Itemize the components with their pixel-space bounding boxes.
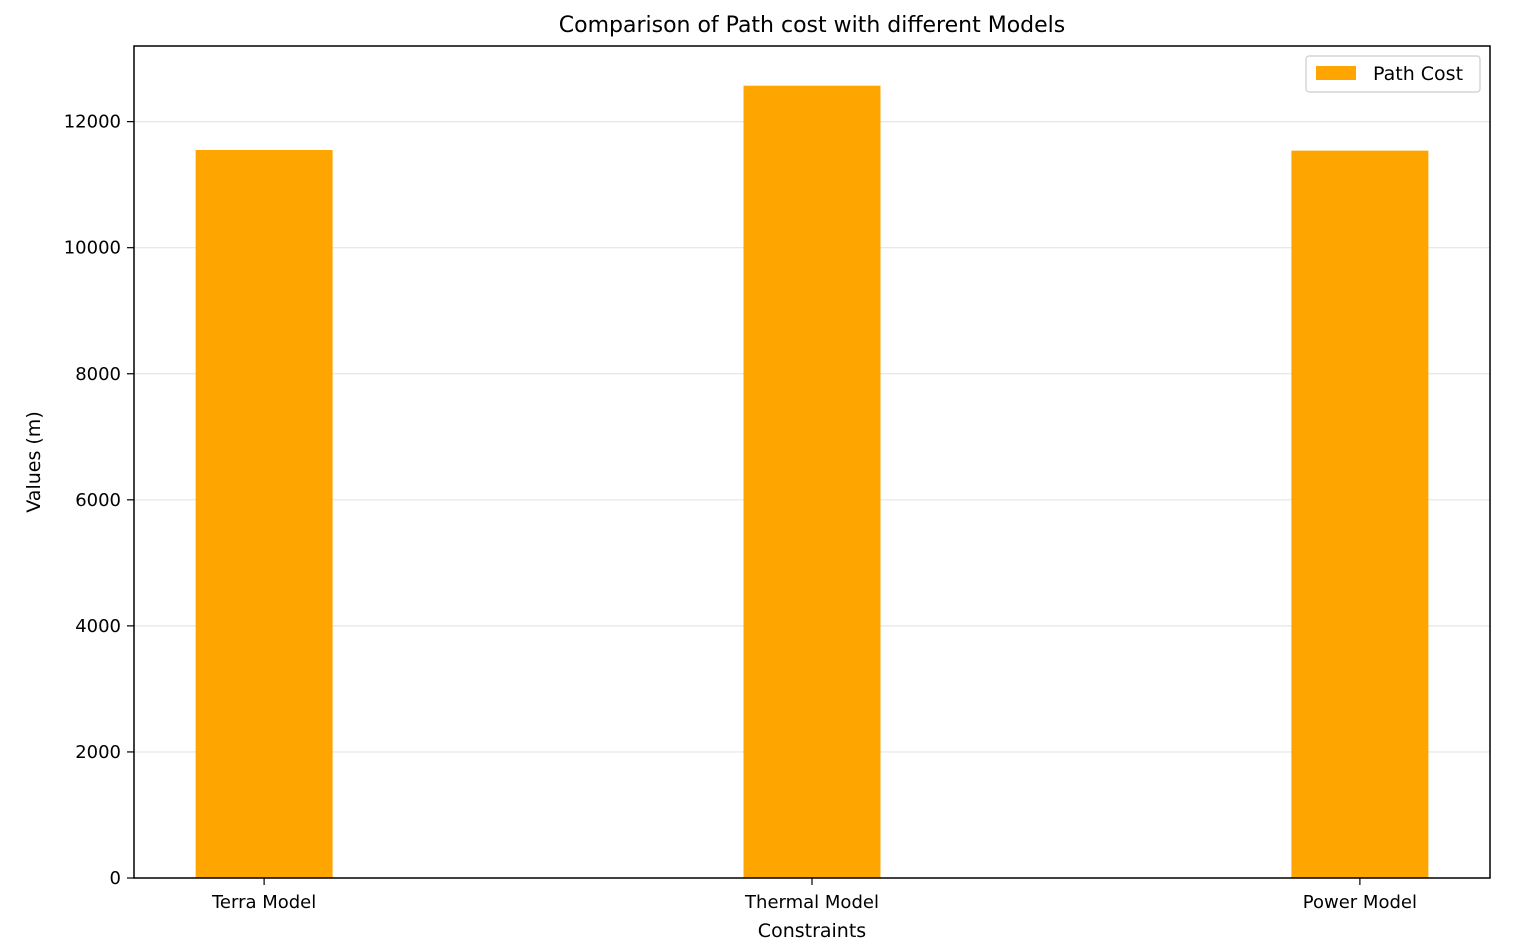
y-tick-label: 4000 bbox=[75, 616, 121, 637]
y-tick-label: 8000 bbox=[75, 364, 121, 385]
y-tick-label: 12000 bbox=[64, 112, 121, 133]
legend: Path Cost bbox=[1305, 55, 1481, 93]
y-tick-label: 0 bbox=[110, 868, 121, 889]
x-axis-ticks: Terra Model Thermal Model Power Model bbox=[211, 878, 1417, 913]
y-tick-label: 2000 bbox=[75, 742, 121, 763]
y-tick-label: 10000 bbox=[64, 238, 121, 259]
y-tick-label: 6000 bbox=[75, 490, 121, 511]
bar-thermal-model bbox=[743, 85, 881, 878]
legend-box bbox=[1305, 55, 1481, 93]
bars bbox=[195, 85, 1429, 878]
chart-title: Comparison of Path cost with different M… bbox=[559, 13, 1065, 38]
x-axis-title: Constraints bbox=[758, 920, 866, 942]
x-tick-label: Terra Model bbox=[211, 892, 316, 913]
bar-power-model bbox=[1291, 150, 1429, 878]
x-tick-label: Power Model bbox=[1303, 892, 1417, 913]
legend-label: Path Cost bbox=[1373, 63, 1463, 85]
legend-swatch bbox=[1316, 66, 1356, 80]
y-axis-title: Values (m) bbox=[23, 411, 45, 512]
x-tick-label: Thermal Model bbox=[744, 892, 879, 913]
y-axis-ticks: 0 2000 4000 6000 8000 10000 12000 bbox=[64, 112, 134, 889]
bar-terra-model bbox=[195, 150, 333, 878]
